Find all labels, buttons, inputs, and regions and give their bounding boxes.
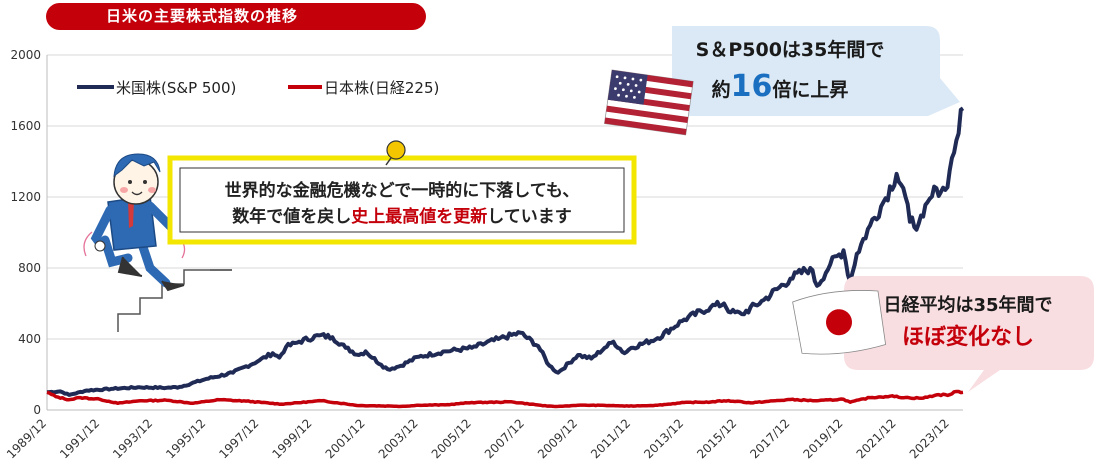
note-line2-a: 数年で値を戻し	[232, 206, 351, 227]
y-tick-label: 2000	[10, 48, 41, 62]
x-tick-label: 2019/12	[800, 416, 845, 461]
legend: 米国株(S&P 500) 日本株(日経225)	[77, 79, 439, 97]
x-tick-label: 2017/12	[747, 416, 792, 461]
note-line2-c: しています	[487, 207, 572, 227]
japan-flag-icon	[792, 290, 887, 355]
note-line2: 数年で値を戻し史上最高値を更新しています	[232, 206, 572, 227]
y-tick-label: 0	[33, 403, 41, 417]
x-tick-label: 2021/12	[854, 416, 899, 461]
us-callout-prefix: 約	[712, 78, 731, 101]
japan-callout: 日経平均は35年間で ほぼ変化なし	[792, 276, 1094, 392]
japan-callout-line1: 日経平均は35年間で	[883, 294, 1052, 316]
x-tick-label: 2005/12	[429, 416, 474, 461]
x-tick-label: 2011/12	[588, 416, 633, 461]
y-tick-label: 800	[18, 261, 41, 275]
x-tick-label: 1989/12	[4, 416, 49, 461]
note-box: 世界的な金融危機などで一時的に下落しても、 数年で値を戻し史上最高値を更新してい…	[167, 140, 637, 245]
series-line-nikkei	[46, 389, 964, 409]
note-line1: 世界的な金融危機などで一時的に下落しても、	[225, 180, 580, 201]
x-axis-ticks: 1989/12 1991/12 1993/12 1995/12 1997/12 1999/…	[4, 416, 952, 461]
series-lines	[46, 106, 965, 409]
businessman-illustration	[83, 153, 232, 332]
x-tick-label: 1999/12	[269, 416, 314, 461]
note-line2-highlight: 史上最高値を更新	[351, 206, 487, 227]
series-line-sp500	[46, 106, 965, 397]
x-tick-label: 2015/12	[694, 416, 739, 461]
x-tick-label: 2009/12	[535, 416, 580, 461]
y-tick-label: 400	[18, 332, 41, 346]
us-callout-line2: 約16倍に上昇	[712, 69, 849, 104]
x-tick-label: 1993/12	[110, 416, 155, 461]
legend-label-nikkei: 日本株(日経225)	[324, 79, 439, 97]
chart-title: 日米の主要株式指数の推移	[106, 7, 299, 25]
x-tick-label: 2007/12	[482, 416, 527, 461]
us-callout-number: 16	[731, 69, 773, 104]
pushpin-icon	[385, 140, 406, 166]
x-tick-label: 2023/12	[907, 416, 952, 461]
y-axis-ticks: 0 400 800 1200 1600 2000	[10, 48, 41, 417]
x-tick-label: 1991/12	[57, 416, 102, 461]
y-tick-label: 1200	[10, 190, 41, 204]
x-tick-label: 1995/12	[163, 416, 208, 461]
us-callout-line1: S＆P500は35年間で	[696, 38, 885, 61]
x-tick-label: 1997/12	[216, 416, 261, 461]
japan-callout-line2: ほぼ変化なし	[902, 324, 1034, 350]
x-tick-label: 2003/12	[376, 416, 421, 461]
x-tick-label: 2013/12	[641, 416, 686, 461]
y-tick-label: 1600	[10, 119, 41, 133]
chart-title-banner: 日米の主要株式指数の推移	[46, 3, 426, 30]
x-tick-label: 2001/12	[323, 416, 368, 461]
us-callout: S＆P500は35年間で 約16倍に上昇	[604, 26, 960, 136]
us-flag-icon	[604, 69, 694, 136]
us-callout-suffix: 倍に上昇	[772, 78, 848, 101]
legend-label-sp500: 米国株(S&P 500)	[116, 79, 236, 97]
